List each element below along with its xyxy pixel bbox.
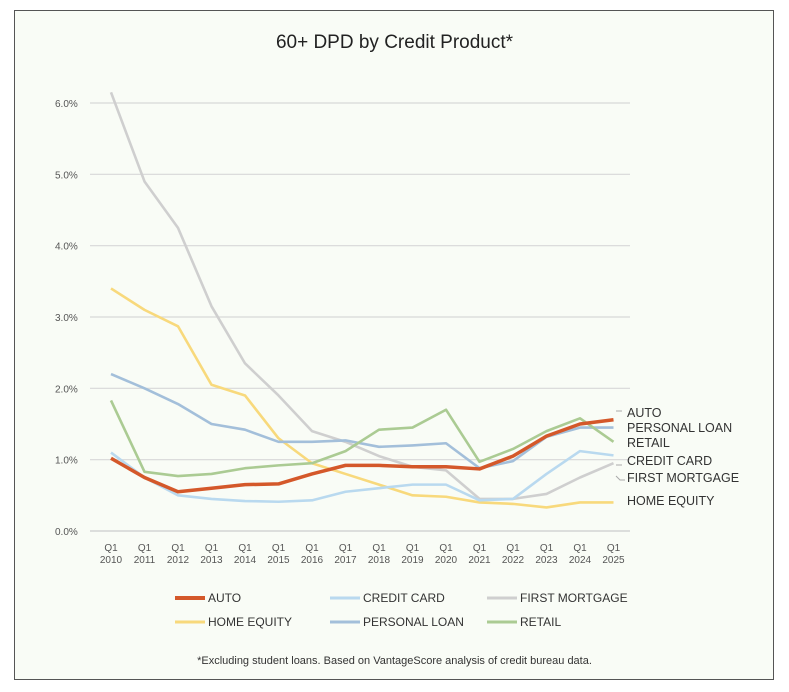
x-tick-label: Q1	[473, 543, 487, 554]
x-tick-label: Q1	[506, 543, 520, 554]
series-line-retail	[109, 399, 615, 478]
x-tick-label: 2018	[368, 555, 391, 566]
x-tick-label: 2019	[401, 555, 424, 566]
x-tick-label: 2021	[468, 555, 491, 566]
chart-frame	[14, 10, 774, 680]
legend-label: PERSONAL LOAN	[363, 615, 464, 629]
end-label: FIRST MORTGAGE	[627, 471, 739, 485]
x-tick-label: Q1	[272, 543, 286, 554]
y-tick-label: 3.0%	[55, 313, 78, 324]
x-tick-label: Q1	[406, 543, 420, 554]
series-line-first-mortgage	[109, 91, 615, 501]
x-tick-label: 2010	[100, 555, 123, 566]
x-tick-label: Q1	[238, 543, 252, 554]
legend-label: RETAIL	[520, 615, 561, 629]
y-tick-label: 4.0%	[55, 242, 78, 253]
x-tick-label: 2020	[435, 555, 458, 566]
x-tick-label: 2023	[535, 555, 558, 566]
x-tick-label: Q1	[104, 543, 118, 554]
chart-title: 60+ DPD by Credit Product*	[275, 32, 514, 53]
end-label: PERSONAL LOAN	[627, 421, 732, 435]
x-tick-label: Q1	[305, 543, 319, 554]
x-tick-label: Q1	[372, 543, 386, 554]
x-tick-label: 2024	[569, 555, 592, 566]
y-tick-label: 1.0%	[55, 456, 78, 467]
x-tick-label: 2014	[234, 555, 257, 566]
end-label: RETAIL	[627, 436, 670, 450]
x-tick-label: Q1	[439, 543, 453, 554]
series-line-home-equity	[110, 287, 614, 509]
x-tick-label: Q1	[138, 543, 152, 554]
series-line-personal-loan	[110, 372, 614, 470]
end-label: CREDIT CARD	[627, 454, 712, 468]
end-label: AUTO	[627, 406, 662, 420]
series-line-credit-card	[110, 449, 614, 504]
y-tick-label: 6.0%	[55, 99, 78, 110]
legend-label: FIRST MORTGAGE	[520, 591, 628, 605]
x-tick-label: 2013	[200, 555, 223, 566]
x-tick-label: Q1	[171, 543, 185, 554]
x-tick-label: Q1	[540, 543, 554, 554]
x-tick-label: 2016	[301, 555, 324, 566]
x-tick-label: Q1	[339, 543, 353, 554]
y-tick-label: 2.0%	[55, 384, 78, 395]
x-tick-label: Q1	[607, 543, 621, 554]
y-tick-label: 0.0%	[55, 527, 78, 538]
legend-label: AUTO	[208, 591, 241, 605]
y-tick-label: 5.0%	[55, 170, 78, 181]
x-tick-label: 2015	[267, 555, 290, 566]
x-tick-label: 2022	[502, 555, 525, 566]
x-tick-label: 2012	[167, 555, 190, 566]
x-tick-label: 2017	[334, 555, 357, 566]
series-line-auto	[110, 417, 614, 494]
x-tick-label: 2011	[134, 555, 156, 566]
x-tick-label: 2025	[602, 555, 625, 566]
x-tick-label: Q1	[573, 543, 587, 554]
legend-label: HOME EQUITY	[208, 615, 292, 629]
legend-label: CREDIT CARD	[363, 591, 445, 605]
label-connector	[615, 410, 625, 481]
end-label: HOME EQUITY	[627, 494, 715, 508]
footnote: *Excluding student loans. Based on Vanta…	[197, 655, 592, 667]
x-tick-label: Q1	[205, 543, 219, 554]
